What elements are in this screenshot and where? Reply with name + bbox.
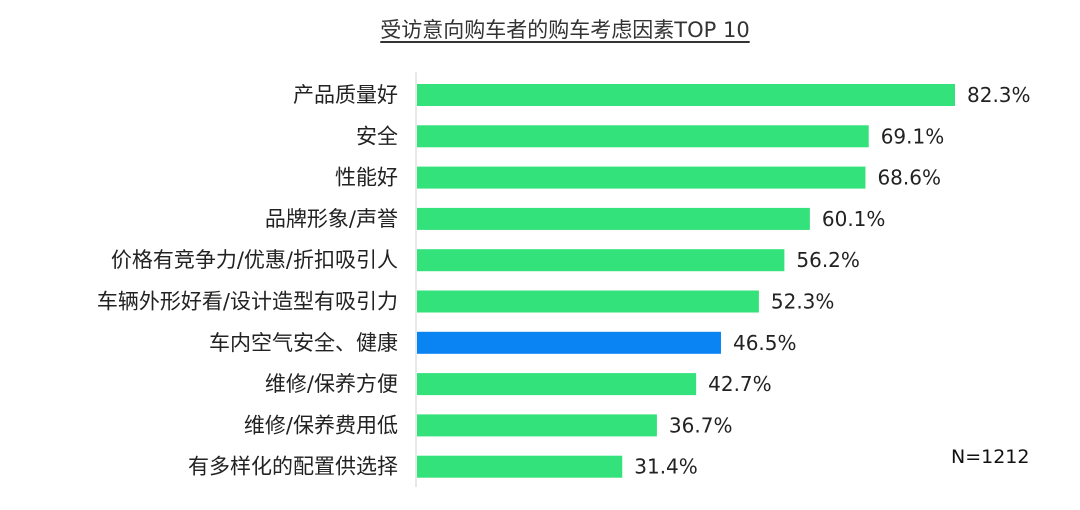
category-label: 车辆外形好看/设计造型有吸引力 xyxy=(97,290,398,314)
bar xyxy=(417,207,810,230)
category-label: 产品质量好 xyxy=(293,83,398,107)
category-label: 性能好 xyxy=(335,166,398,190)
category-label: 价格有竞争力/优惠/折扣吸引人 xyxy=(111,248,398,272)
bar xyxy=(417,455,623,478)
value-label: 60.1% xyxy=(822,207,886,231)
category-label: 有多样化的配置供选择 xyxy=(188,455,398,479)
category-label: 安全 xyxy=(356,124,398,148)
bar xyxy=(417,84,955,106)
value-label: 52.3% xyxy=(771,290,835,314)
value-label: 68.6% xyxy=(877,166,941,190)
bar xyxy=(417,414,657,437)
bar xyxy=(417,331,721,354)
value-label: 69.1% xyxy=(881,124,945,148)
value-label: 82.3% xyxy=(967,83,1031,107)
value-label: 42.7% xyxy=(708,372,772,396)
bar xyxy=(417,373,697,396)
bar xyxy=(417,290,759,313)
value-label: 46.5% xyxy=(733,331,797,355)
value-label: 56.2% xyxy=(796,248,860,272)
value-label: 36.7% xyxy=(669,413,733,437)
bar xyxy=(417,166,866,189)
category-label: 车内空气安全、健康 xyxy=(209,331,398,355)
category-label: 品牌形象/声誉 xyxy=(265,207,398,231)
value-label: 31.4% xyxy=(634,455,698,479)
sample-size-note: N=1212 xyxy=(951,446,1030,468)
chart-title: 受访意向购车者的购车考虑因素TOP 10 xyxy=(380,18,750,42)
bar xyxy=(417,249,785,272)
category-label: 维修/保养方便 xyxy=(265,372,398,396)
category-label: 维修/保养费用低 xyxy=(244,413,398,437)
bar xyxy=(417,125,869,148)
